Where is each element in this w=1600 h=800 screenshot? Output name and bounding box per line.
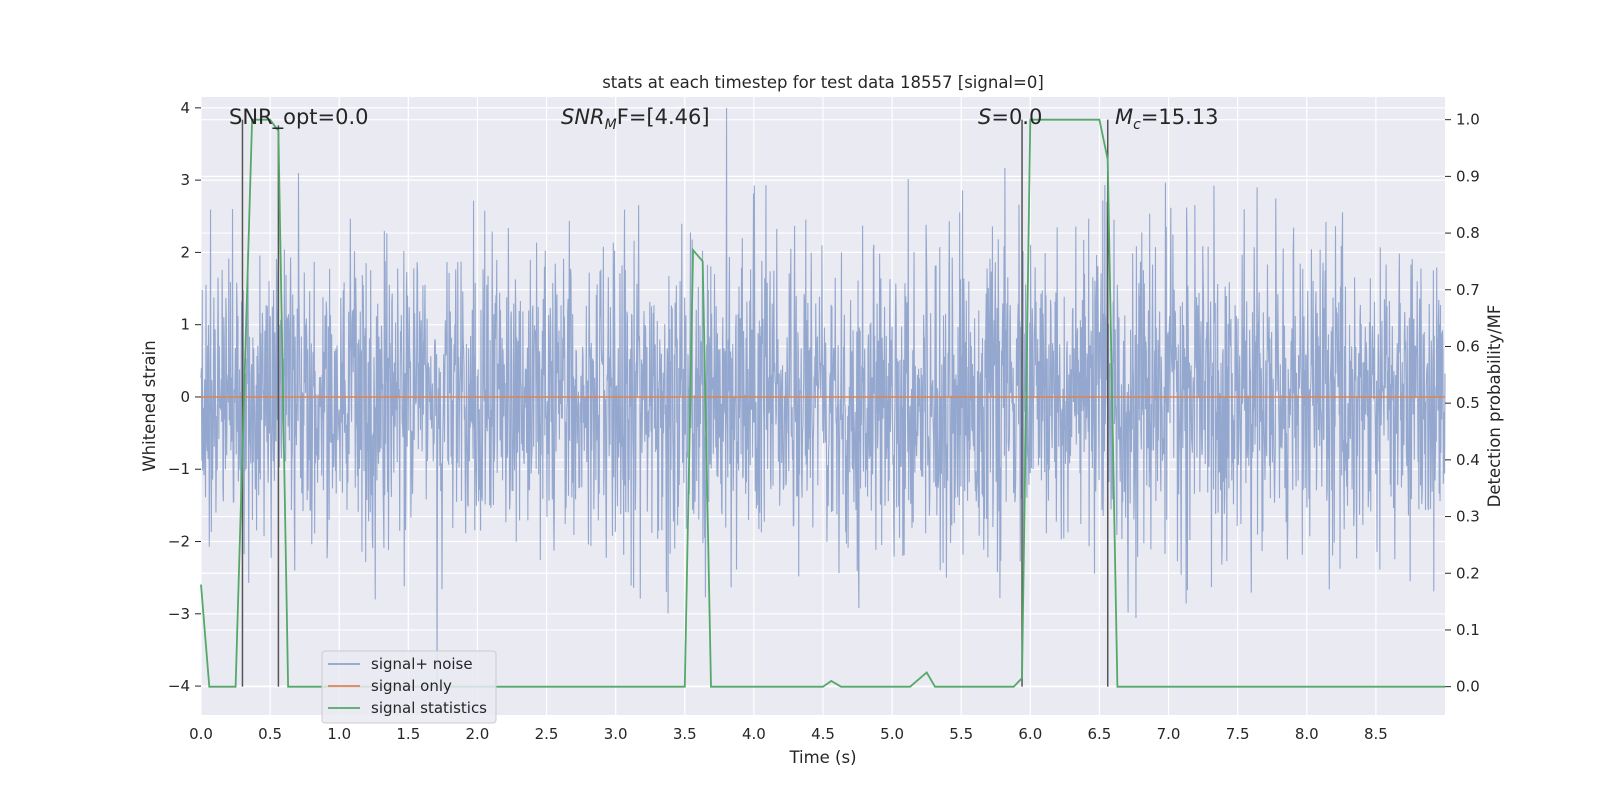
annotation-snr-mf: SNRMF=[4.46]	[561, 105, 710, 133]
x-tick-label: 4.0	[742, 725, 766, 743]
noise-line	[200, 107, 1446, 679]
y-tick-label: −4	[168, 677, 190, 695]
signal-statistics-series	[200, 118, 1445, 688]
x-tick-label: 0.0	[189, 725, 213, 743]
annotation-mc-subscript: c	[1133, 117, 1141, 133]
legend: signal+ noise signal only signal statist…	[321, 650, 497, 724]
annotation-s-value: =0.0	[991, 105, 1042, 129]
annotation-s: S=0.0	[978, 105, 1042, 129]
y-tick-label: −2	[168, 533, 190, 551]
annotation-snr-mf-subscript: M	[605, 117, 617, 133]
noise-series	[200, 107, 1446, 679]
x-tick-label: 7.5	[1226, 725, 1250, 743]
x-tick-label: 3.5	[673, 725, 697, 743]
vertical-markers	[241, 119, 1109, 687]
annotation-snr-mf-label: SNR	[561, 105, 605, 129]
y2-tick-label: 0.7	[1456, 281, 1480, 299]
y-tick-label: −3	[168, 605, 190, 623]
y-tick-label: 4	[180, 99, 190, 117]
y2-tick-label: 0.2	[1456, 564, 1480, 582]
signal-statistics-line	[200, 118, 1445, 688]
x-tick-label: 8.0	[1295, 725, 1319, 743]
x-tick-label: 5.0	[880, 725, 904, 743]
legend-label-stats: signal statistics	[371, 699, 487, 717]
x-tick-label: 5.5	[949, 725, 973, 743]
x-tick-label: 4.5	[811, 725, 835, 743]
y-axis-label: Whitened strain	[140, 340, 159, 471]
x-tick-label: 6.5	[1088, 725, 1112, 743]
y2-tick-label: 0.3	[1456, 508, 1480, 526]
annotation-mc-symbol: M	[1115, 105, 1133, 129]
y-tick-label: 3	[180, 171, 190, 189]
y-tick-label: −1	[168, 460, 190, 478]
annotation-mc-value: =15.13	[1141, 105, 1219, 129]
y-tick-label: 0	[180, 388, 190, 406]
legend-box	[321, 650, 497, 724]
y2-tick-label: 0.0	[1456, 678, 1480, 696]
y2-axis-ticks: 1.0 0.9 0.8 0.7 0.6 0.5 0.4 0.3 0.2 0.1 0.0	[1445, 111, 1480, 696]
x-tick-label: 0.5	[258, 725, 282, 743]
x-tick-label: 2.0	[466, 725, 490, 743]
annotation-mc: Mc=15.13	[1115, 105, 1219, 133]
y2-tick-label: 0.6	[1456, 337, 1480, 355]
x-tick-label: 2.5	[535, 725, 559, 743]
x-tick-label: 7.0	[1157, 725, 1181, 743]
y-axis-ticks: 4 3 2 1 0 −1 −2 −3 −4	[168, 99, 201, 695]
x-tick-label: 6.0	[1018, 725, 1042, 743]
legend-label-signal: signal only	[371, 677, 452, 695]
chart-title: stats at each timestep for test data 185…	[602, 73, 1044, 92]
x-axis-label: Time (s)	[788, 748, 856, 767]
x-tick-label: 1.0	[327, 725, 351, 743]
y2-tick-label: 0.8	[1456, 224, 1480, 242]
annotation-snr-opt: SNR_opt=0.0	[229, 105, 369, 130]
y2-tick-label: 0.1	[1456, 621, 1480, 639]
annotation-s-symbol: S	[978, 105, 991, 129]
y-tick-label: 1	[180, 316, 190, 334]
y2-tick-label: 0.5	[1456, 394, 1480, 412]
x-tick-label: 1.5	[396, 725, 420, 743]
y2-axis-label: Detection probability/MF	[1485, 305, 1504, 508]
x-tick-label: 3.0	[604, 725, 628, 743]
x-axis-ticks: 0.0 0.5 1.0 1.5 2.0 2.5 3.0 3.5 4.0 4.5 5.0 5.5 6.0 6…	[189, 725, 1388, 743]
y2-tick-label: 1.0	[1456, 111, 1480, 129]
legend-label-noise: signal+ noise	[371, 655, 473, 673]
y2-tick-label: 0.4	[1456, 451, 1480, 469]
y-tick-label: 2	[180, 243, 190, 261]
x-tick-label: 8.5	[1364, 725, 1388, 743]
y2-tick-label: 0.9	[1456, 167, 1480, 185]
annotation-snr-mf-value: F=[4.46]	[617, 105, 710, 129]
